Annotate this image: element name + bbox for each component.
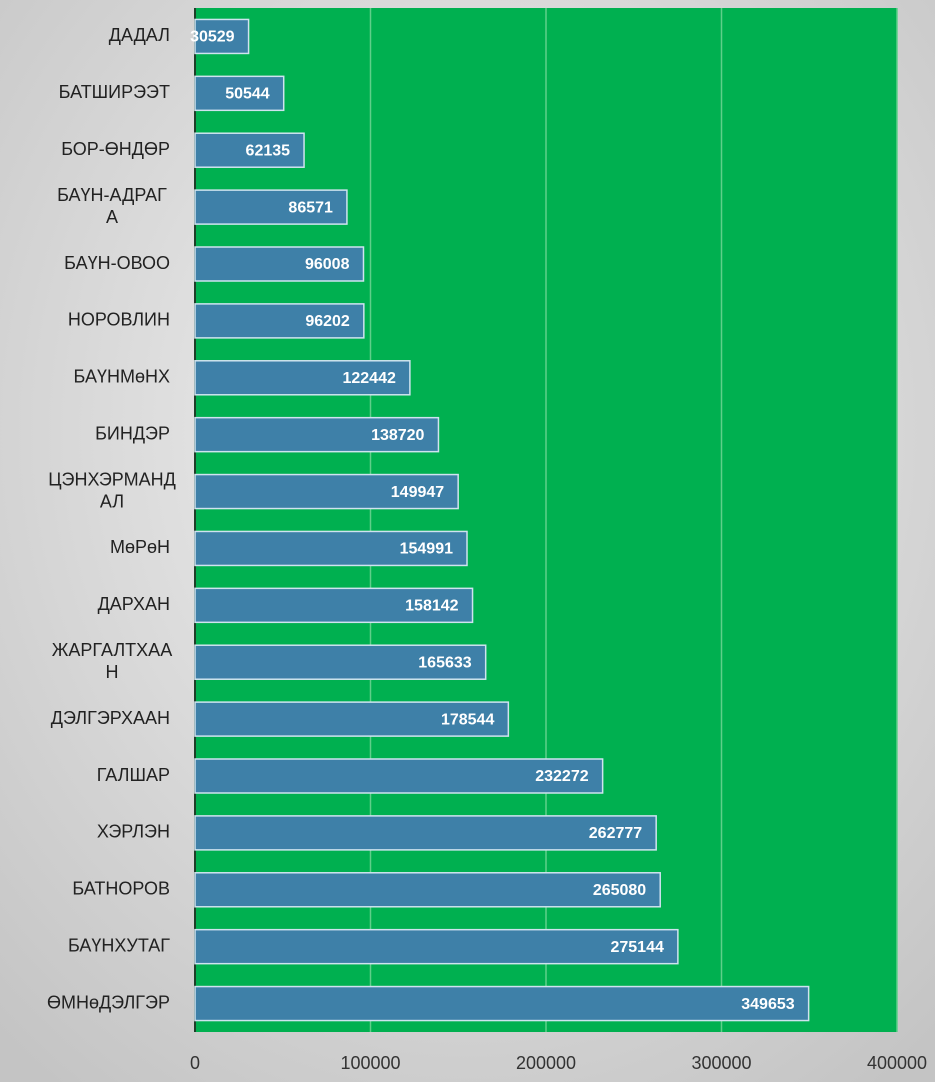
label-line: АЛ <box>100 491 124 511</box>
bar <box>194 985 810 1022</box>
value-label: 232272 <box>535 768 588 785</box>
bar <box>194 303 365 339</box>
y-tick-label: БАҮН-АДРАГ А <box>57 185 167 227</box>
bar <box>194 75 285 112</box>
y-tick-label: ӨМНөДЭЛГЭР <box>47 992 170 1012</box>
label-line: БАҮН-АДРАГ <box>57 185 167 205</box>
value-label: 30529 <box>190 29 235 46</box>
y-tick-label: ДАДАЛ <box>109 25 170 45</box>
x-tick-label: 100000 <box>340 1053 400 1073</box>
value-label: 275144 <box>610 939 663 956</box>
label-line: ЖАРГАЛТХАА <box>52 640 172 660</box>
x-tick-label: 200000 <box>516 1053 576 1073</box>
y-tick-label: БАҮНМөНХ <box>74 367 170 387</box>
bar <box>194 132 305 168</box>
value-label: 165633 <box>418 654 471 671</box>
value-label: 262777 <box>589 825 642 842</box>
bar <box>194 246 365 282</box>
value-label: 349653 <box>741 996 794 1013</box>
y-tick-label: НОРОВЛИН <box>68 310 170 330</box>
bar <box>194 758 604 794</box>
y-tick-label: ХЭРЛЭН <box>97 822 170 842</box>
bar <box>194 416 440 453</box>
y-tick-label: БАТНОРОВ <box>72 879 170 899</box>
y-tick-label: БАТШИРЭЭТ <box>59 82 170 102</box>
bar <box>194 18 250 55</box>
label-line: А <box>106 207 118 227</box>
value-label: 122442 <box>342 370 395 387</box>
x-tick-label: 300000 <box>691 1053 751 1073</box>
x-tick-label: 400000 <box>867 1053 927 1073</box>
bar <box>194 530 468 567</box>
bar <box>194 644 487 680</box>
label-line: ЦЭНХЭРМАНД <box>48 469 176 489</box>
bar <box>194 701 510 737</box>
value-label: 158142 <box>405 598 458 615</box>
value-label: 138720 <box>371 427 424 444</box>
y-tick-label: ДЭЛГЭРХААН <box>51 708 170 728</box>
bar <box>194 815 657 851</box>
y-tick-label: МөРөН <box>110 537 170 557</box>
value-label: 96202 <box>305 313 350 330</box>
value-label: 178544 <box>441 711 494 728</box>
value-label: 149947 <box>391 484 444 501</box>
x-tick-label: 0 <box>190 1053 200 1073</box>
bar <box>194 928 679 965</box>
value-label: 62135 <box>246 142 291 159</box>
bar <box>194 360 411 396</box>
bar <box>194 189 348 225</box>
y-tick-label: ЖАРГАЛТХАА Н <box>52 640 172 682</box>
bar <box>194 872 661 908</box>
value-label: 265080 <box>593 882 646 899</box>
value-label: 96008 <box>305 256 350 273</box>
label-line: Н <box>106 662 119 682</box>
value-label: 50544 <box>225 86 270 103</box>
value-label: 154991 <box>400 541 453 558</box>
bar <box>194 587 474 624</box>
y-tick-label: БОР-ӨНДӨР <box>61 139 170 159</box>
y-tick-label: БАҮН-ОВОО <box>64 253 170 273</box>
value-label: 86571 <box>288 199 333 216</box>
y-tick-label: ДАРХАН <box>98 594 170 614</box>
y-tick-label: ЦЭНХЭРМАНД АЛ <box>48 469 176 511</box>
y-tick-label: БАҮНХУТАГ <box>68 935 170 955</box>
y-tick-label: ГАЛШАР <box>97 765 170 785</box>
bar <box>194 473 459 510</box>
y-tick-label: БИНДЭР <box>95 423 170 443</box>
